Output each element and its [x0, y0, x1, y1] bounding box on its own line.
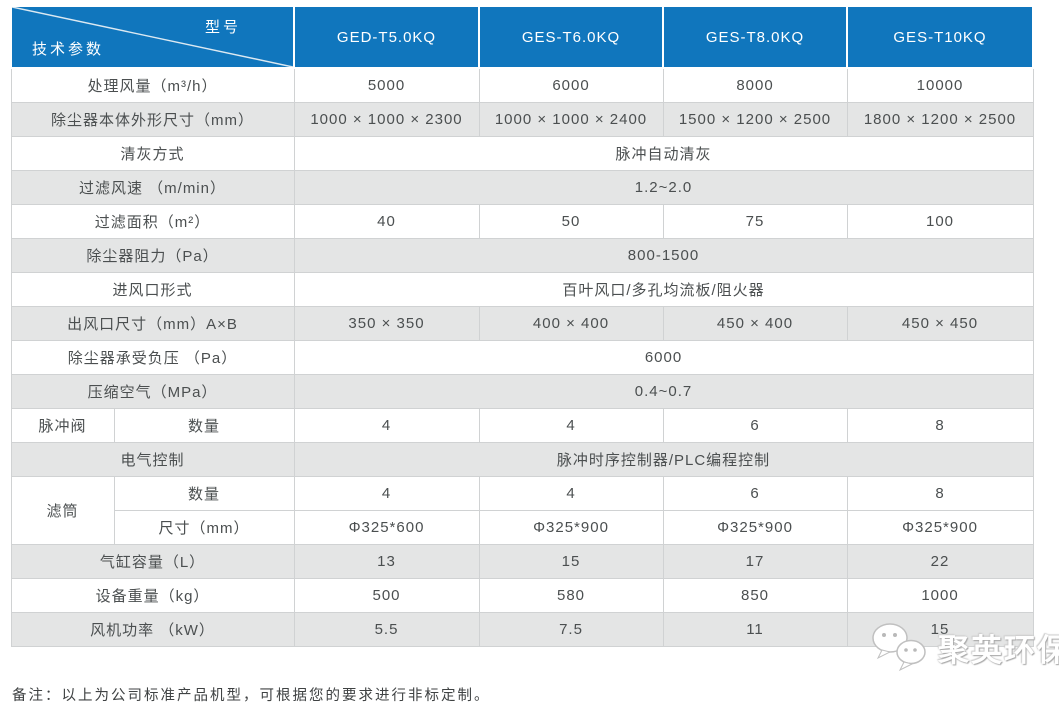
spec-table: 型号 技术参数 GED-T5.0KQ GES-T6.0KQ GES-T8.0KQ…: [10, 5, 1034, 647]
table-row: 除尘器承受负压 （Pa） 6000: [10, 339, 1034, 375]
param-label: 处理风量（m³/h）: [10, 67, 295, 103]
header-row: 型号 技术参数 GED-T5.0KQ GES-T6.0KQ GES-T8.0KQ…: [10, 5, 1034, 69]
param-label: 出风口尺寸（mm）A×B: [10, 305, 295, 341]
value-cell: 4: [478, 475, 664, 511]
table-row: 处理风量（m³/h） 5000 6000 8000 10000: [10, 67, 1034, 103]
diagonal-header-cell: 型号 技术参数: [10, 5, 295, 69]
value-cell-span: 800-1500: [293, 237, 1034, 273]
value-cell: 850: [662, 577, 848, 613]
param-label: 过滤风速 （m/min）: [10, 169, 295, 205]
param-sublabel: 数量: [113, 407, 295, 443]
value-cell: 6: [662, 475, 848, 511]
table-row: 除尘器阻力（Pa） 800-1500: [10, 237, 1034, 273]
value-cell: 17: [662, 543, 848, 579]
value-cell: 75: [662, 203, 848, 239]
value-cell: 580: [478, 577, 664, 613]
value-cell: 7.5: [478, 611, 664, 647]
value-cell: 1800 × 1200 × 2500: [846, 101, 1034, 137]
value-cell: 350 × 350: [293, 305, 480, 341]
table-row: 电气控制 脉冲时序控制器/PLC编程控制: [10, 441, 1034, 477]
table-row: 压缩空气（MPa） 0.4~0.7: [10, 373, 1034, 409]
value-cell: 10000: [846, 67, 1034, 103]
value-cell-span: 百叶风口/多孔均流板/阻火器: [293, 271, 1034, 307]
wechat-logo-icon: [872, 623, 926, 672]
param-label: 气缸容量（L）: [10, 543, 295, 579]
value-cell: 11: [662, 611, 848, 647]
value-cell: Φ325*900: [846, 509, 1034, 545]
value-cell: 4: [293, 407, 480, 443]
param-label: 过滤面积（m²）: [10, 203, 295, 239]
watermark-brand-text: 聚英环保: [938, 632, 1059, 668]
model-header: GES-T6.0KQ: [478, 5, 664, 69]
value-cell: 1000 × 1000 × 2400: [478, 101, 664, 137]
value-cell: Φ325*900: [478, 509, 664, 545]
value-cell: Φ325*600: [293, 509, 480, 545]
footer-note: 备注：以上为公司标准产品机型，可根据您的要求进行非标定制。: [12, 688, 491, 704]
param-group-label: 脉冲阀: [10, 407, 115, 443]
table-row: 过滤风速 （m/min） 1.2~2.0: [10, 169, 1034, 205]
param-label: 设备重量（kg）: [10, 577, 295, 613]
table-row: 滤筒 数量 4 4 6 8: [10, 475, 1034, 545]
value-cell: 50: [478, 203, 664, 239]
param-label: 电气控制: [10, 441, 295, 477]
corner-params-label: 技术参数: [32, 41, 105, 58]
table-row: 尺寸（mm） Φ325*600 Φ325*900 Φ325*900 Φ325*9…: [11, 509, 1034, 545]
value-cell: 15: [478, 543, 664, 579]
value-cell: 1000 × 1000 × 2300: [293, 101, 480, 137]
diagonal-line: [13, 8, 292, 66]
table-row: 除尘器本体外形尺寸（mm） 1000 × 1000 × 2300 1000 × …: [10, 101, 1034, 137]
value-cell: 100: [846, 203, 1034, 239]
value-cell: 1500 × 1200 × 2500: [662, 101, 848, 137]
table-row: 气缸容量（L） 13 15 17 22: [10, 543, 1034, 579]
value-cell: 450 × 400: [662, 305, 848, 341]
watermark: 聚英环保: [868, 620, 1059, 674]
model-header: GES-T8.0KQ: [662, 5, 848, 69]
param-label: 除尘器阻力（Pa）: [10, 237, 295, 273]
value-cell: 400 × 400: [478, 305, 664, 341]
value-cell: 500: [293, 577, 480, 613]
value-cell: 6: [662, 407, 848, 443]
value-cell-span: 0.4~0.7: [293, 373, 1034, 409]
table-row: 出风口尺寸（mm）A×B 350 × 350 400 × 400 450 × 4…: [10, 305, 1034, 341]
value-cell: 40: [293, 203, 480, 239]
value-cell-span: 脉冲自动清灰: [293, 135, 1034, 171]
table-row: 设备重量（kg） 500 580 850 1000: [10, 577, 1034, 613]
value-cell: 8: [846, 407, 1034, 443]
param-label: 进风口形式: [10, 271, 295, 307]
value-cell: Φ325*900: [662, 509, 848, 545]
param-sublabel: 尺寸（mm）: [113, 509, 295, 545]
value-cell: 450 × 450: [846, 305, 1034, 341]
model-header: GED-T5.0KQ: [293, 5, 480, 69]
value-cell: 8000: [662, 67, 848, 103]
param-label: 风机功率 （kW）: [10, 611, 295, 647]
param-label: 除尘器本体外形尺寸（mm）: [10, 101, 295, 137]
value-cell: 13: [293, 543, 480, 579]
value-cell: 6000: [478, 67, 664, 103]
value-cell: 1000: [846, 577, 1034, 613]
model-header: GES-T10KQ: [846, 5, 1034, 69]
value-cell-span: 1.2~2.0: [293, 169, 1034, 205]
value-cell: 5.5: [293, 611, 480, 647]
value-cell-span: 脉冲时序控制器/PLC编程控制: [293, 441, 1034, 477]
table-row: 脉冲阀 数量 4 4 6 8: [10, 407, 1034, 443]
value-cell: 4: [293, 475, 480, 511]
value-cell-span: 6000: [293, 339, 1034, 375]
table-row: 进风口形式 百叶风口/多孔均流板/阻火器: [10, 271, 1034, 307]
table-row: 过滤面积（m²） 40 50 75 100: [10, 203, 1034, 239]
value-cell: 22: [846, 543, 1034, 579]
corner-model-label: 型号: [204, 19, 241, 36]
table-row: 清灰方式 脉冲自动清灰: [10, 135, 1034, 171]
param-label: 压缩空气（MPa）: [10, 373, 295, 409]
value-cell: 4: [478, 407, 664, 443]
param-group-label: 滤筒: [10, 475, 115, 545]
value-cell: 5000: [293, 67, 480, 103]
param-label: 除尘器承受负压 （Pa）: [10, 339, 295, 375]
param-label: 清灰方式: [10, 135, 295, 171]
value-cell: 8: [846, 475, 1034, 511]
param-sublabel: 数量: [113, 475, 295, 511]
